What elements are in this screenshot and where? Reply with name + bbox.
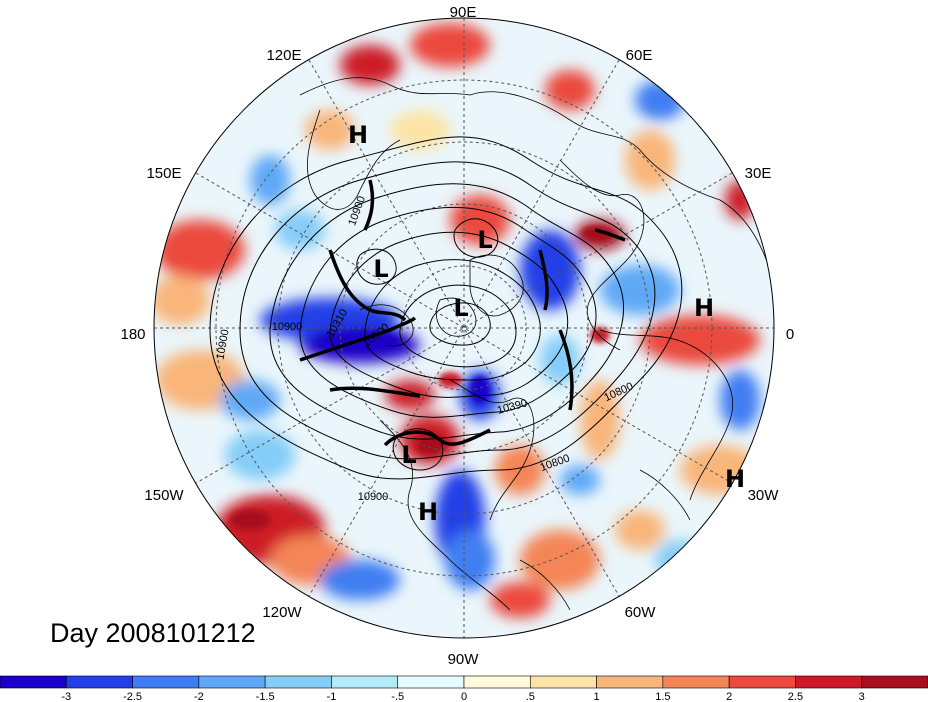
anomaly-patch [155,220,245,280]
colorbar-tick-label: 2.5 [788,691,803,702]
colorbar-swatch [596,675,664,689]
pressure-system-labels: H H H H L L L L [348,121,745,526]
colorbar-tick-label: 1.5 [655,691,670,702]
anomaly-patch [250,155,290,205]
anomaly-field [154,18,774,638]
colorbar: -3 -2.5 -2 -1.5 -1 -.5 0 .5 1 1.5 2 2.5 3 [0,675,928,702]
longitude-label: 120W [262,604,302,621]
longitude-label: 90E [450,4,477,21]
anomaly-patch [545,70,595,110]
anomaly-patch [225,430,295,480]
height-contours [209,136,683,480]
colorbar-tick-label: 2 [726,691,732,702]
contour-label: 10900 [214,328,231,360]
colorbar-tick-label: -3 [61,691,71,702]
longitude-label: 150W [144,487,184,504]
anomaly-patch [635,80,685,120]
anomaly-patch [340,45,400,85]
anomaly-patch [615,510,665,550]
graticule [154,18,774,638]
colorbar-swatch [198,675,266,689]
colorbar-swatch [795,675,863,689]
anomaly-patch [720,370,760,430]
colorbar-tick-label: .5 [526,691,535,702]
contour-label: 10900 [272,321,303,333]
anomaly-patch [655,540,705,580]
high-pressure-label: H [348,121,368,149]
day-title: Day 2008101212 [50,618,256,648]
anomaly-patch [154,275,210,325]
low-pressure-label: L [477,226,492,254]
colorbar-tick-label: -1 [327,691,337,702]
colorbar-tick-label: -2.5 [123,691,142,702]
longitude-labels: 90E 60E 30E 0 30W 60W 90W 120W 150W 180 150E 120E [120,4,794,668]
longitude-label: 60W [625,604,657,621]
polar-map: 90E 60E 30E 0 30W 60W 90W 120W 150W 180 150E 120E 1… [120,4,794,668]
longitude-label: 180 [120,326,145,343]
colorbar-swatch [662,675,730,689]
colorbar-swatch [397,675,465,689]
colorbar-swatch [264,675,332,689]
anomaly-patch [640,315,760,365]
anomaly-core [230,510,270,530]
colorbar-swatch [0,675,67,689]
colorbar-swatch [331,675,399,689]
anomaly-patch [520,230,580,310]
map-boundary [153,17,775,639]
colorbar-tick-label: 3 [859,691,865,702]
anomaly-patch [390,110,450,150]
coastlines [299,77,771,611]
anomaly-patch [275,210,325,250]
anomaly-patch [445,530,495,590]
colorbar-swatch [861,675,928,689]
colorbar-swatch [463,675,531,689]
high-pressure-label: H [418,498,438,526]
colorbar-tick-label: -2 [194,691,204,702]
longitude-label: 90W [448,651,480,668]
anomaly-patch [320,560,400,600]
anomaly-core [470,376,490,404]
anomaly-patch [625,130,675,190]
colorbar-swatch [65,675,133,689]
longitude-label: 120E [266,47,301,64]
longitude-label: 150E [146,165,181,182]
colorbar-swatch [529,675,597,689]
high-pressure-label: H [725,465,745,493]
low-pressure-label: L [373,255,388,283]
anomaly-patch [305,110,355,150]
low-pressure-label: L [453,294,468,322]
anomaly-patch [490,582,550,618]
colorbar-swatch [132,675,200,689]
high-pressure-label: H [694,294,714,322]
anomaly-patch [600,265,680,315]
low-pressure-label: L [401,441,416,469]
colorbar-swatch [728,675,796,689]
anomaly-patch [410,23,490,67]
longitude-label: 30W [748,487,780,504]
colorbar-tick-label: 1 [594,691,600,702]
anomaly-patch [540,335,580,385]
anomaly-patch [520,530,600,590]
longitude-label: 60E [626,47,653,64]
colorbar-tick-label: -1.5 [256,691,275,702]
anomaly-patch [560,465,600,495]
contour-label: 10900 [358,491,389,503]
anomaly-patch [220,380,280,420]
colorbar-tick-label: 0 [461,691,467,702]
anomaly-patch [495,445,545,495]
longitude-label: 0 [786,326,794,343]
longitude-label: 30E [745,165,772,182]
anomaly-core [416,435,444,455]
colorbar-tick-label: -.5 [391,691,404,702]
